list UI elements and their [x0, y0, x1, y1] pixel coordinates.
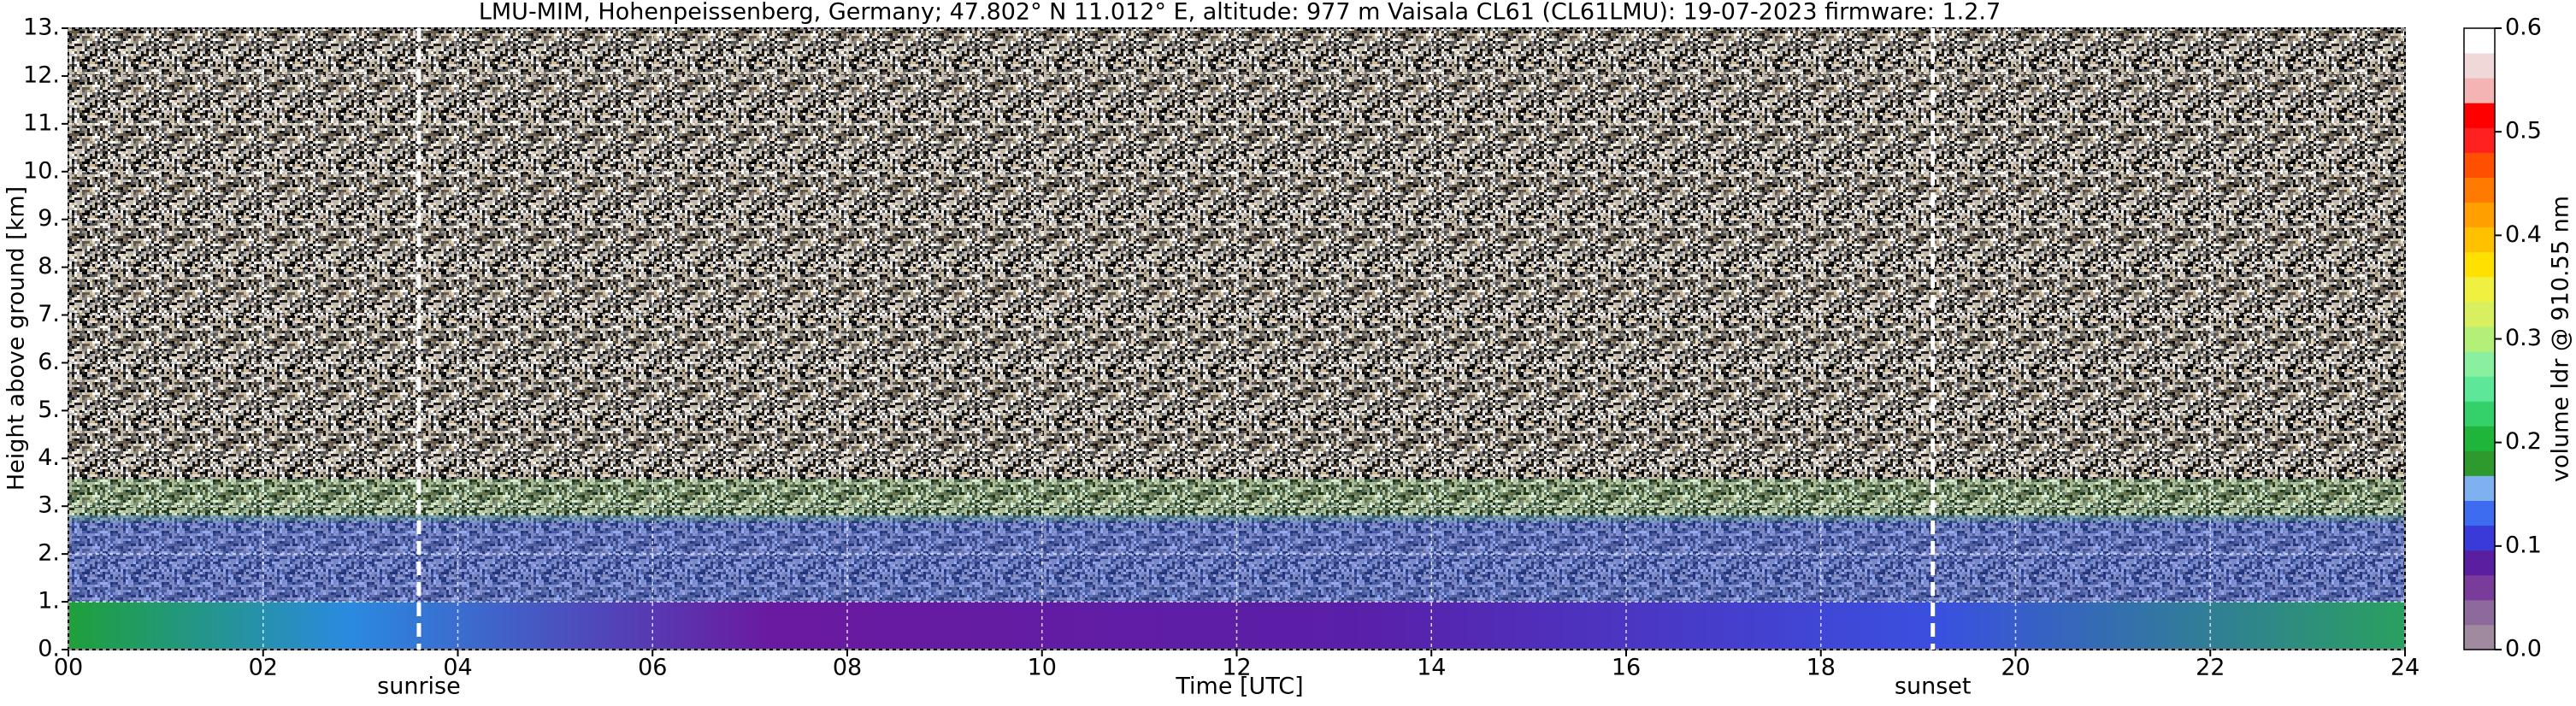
- y-tick-label: 0.: [38, 636, 60, 662]
- colorbar-band: [2464, 202, 2495, 228]
- x-tick-label: 20: [2001, 655, 2030, 681]
- x-tick-label: 12: [1222, 655, 1251, 681]
- colorbar-band: [2464, 376, 2495, 402]
- x-tick-label: 18: [1807, 655, 1836, 681]
- y-tick-label: 6.: [38, 349, 60, 375]
- x-tick-label: 06: [638, 655, 667, 681]
- colorbar-band: [2464, 326, 2495, 352]
- colorbar-band: [2464, 550, 2495, 576]
- y-tick-label: 13.: [23, 15, 60, 41]
- colorbar-band: [2464, 177, 2495, 203]
- colorbar-band: [2464, 127, 2495, 153]
- colorbar-tick-label: 0.0: [2505, 636, 2542, 662]
- colorbar-band: [2464, 276, 2495, 303]
- colorbar-tick-label: 0.6: [2505, 15, 2542, 41]
- colorbar-band: [2464, 152, 2495, 178]
- colorbar-band: [2464, 301, 2495, 327]
- y-tick-label: 8.: [38, 253, 60, 279]
- colorbar-tick-label: 0.2: [2505, 428, 2542, 455]
- colorbar-band: [2464, 78, 2495, 103]
- y-tick-label: 10.: [23, 157, 60, 184]
- y-tick-label: 7.: [38, 301, 60, 327]
- x-tick-label: 14: [1417, 655, 1446, 681]
- colorbar-band: [2464, 251, 2495, 278]
- colorbar-band: [2464, 525, 2495, 551]
- colorbar-tick-label: 0.3: [2505, 325, 2542, 351]
- y-tick-label: 9.: [38, 205, 60, 232]
- x-tick-label: 02: [249, 655, 278, 681]
- y-tick-label: 11.: [23, 109, 60, 136]
- colorbar-band: [2464, 500, 2495, 527]
- annotation-label: sunrise: [377, 674, 461, 700]
- x-tick-label: 24: [2390, 655, 2420, 681]
- y-axis-label: Height above ground [km]: [3, 186, 30, 491]
- chart-title: LMU-MIM, Hohenpeissenberg, Germany; 47.8…: [479, 0, 2001, 26]
- colorbar-band: [2464, 53, 2495, 79]
- colorbar-band: [2464, 574, 2495, 601]
- y-tick-label: 5.: [38, 397, 60, 423]
- colorbar-band: [2464, 401, 2495, 427]
- colorbar-band: [2464, 103, 2495, 128]
- x-tick-label: 04: [443, 655, 472, 681]
- colorbar-band: [2464, 599, 2495, 626]
- colorbar-band: [2464, 475, 2495, 502]
- y-tick-label: 3.: [38, 492, 60, 519]
- annotation-label: sunset: [1895, 674, 1972, 700]
- y-tick-label: 4.: [38, 444, 60, 471]
- colorbar-band: [2464, 227, 2495, 253]
- colorbar-band: [2464, 28, 2495, 54]
- colorbar-label: volume ldr @ 910.55 nm: [2548, 196, 2574, 482]
- colorbar-tick-label: 0.1: [2505, 532, 2542, 558]
- x-tick-label: 22: [2196, 655, 2225, 681]
- x-tick-label: 16: [1612, 655, 1641, 681]
- colorbar-tick-label: 0.5: [2505, 118, 2542, 144]
- colorbar-band: [2464, 426, 2495, 451]
- y-tick-label: 1.: [38, 588, 60, 615]
- y-tick-label: 2.: [38, 540, 60, 567]
- x-axis-label: Time [UTC]: [1175, 674, 1303, 700]
- colorbar-band: [2464, 351, 2495, 377]
- colorbar-tick-label: 0.4: [2505, 221, 2542, 248]
- colorbar-band: [2464, 624, 2495, 650]
- x-tick-label: 08: [833, 655, 862, 681]
- colorbar-band: [2464, 450, 2495, 476]
- x-tick-label: 10: [1028, 655, 1057, 681]
- x-tick-label: 00: [54, 655, 83, 681]
- y-tick-label: 12.: [23, 62, 60, 88]
